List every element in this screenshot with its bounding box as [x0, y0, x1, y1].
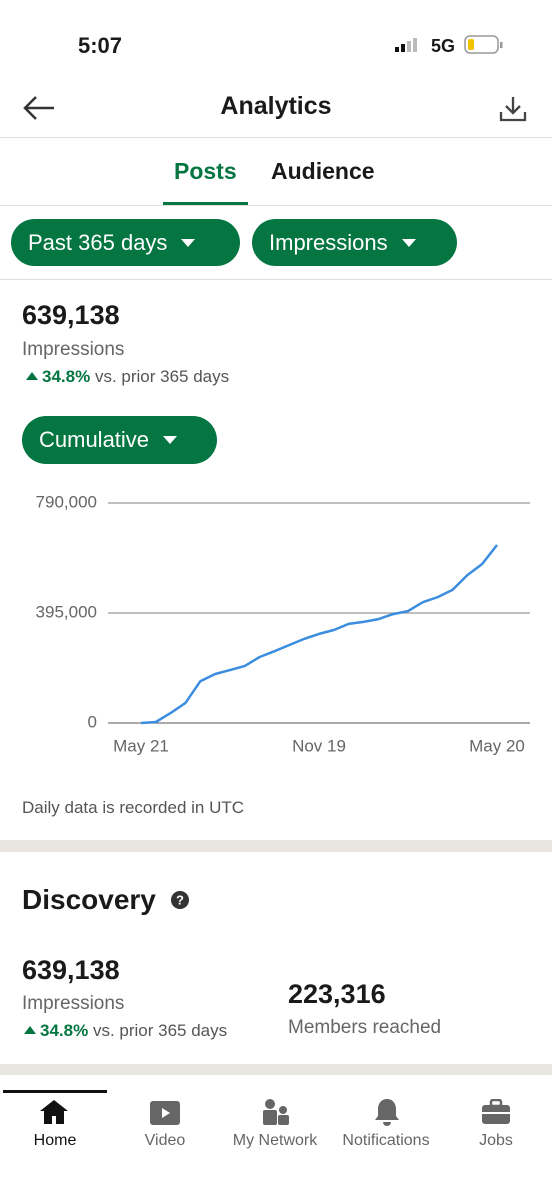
filter-label: Impressions: [269, 229, 388, 255]
divider: [0, 137, 552, 138]
download-button[interactable]: [498, 94, 528, 124]
mode-label: Cumulative: [39, 427, 150, 452]
chart: 0 395,000 790,000 May 21 Nov 19 May 20: [36, 492, 530, 755]
metric-label: Impressions: [22, 993, 125, 1014]
nav-item[interactable]: My Network: [232, 1132, 318, 1149]
page-title: Analytics: [220, 92, 332, 120]
section-title: Discovery: [22, 884, 156, 915]
nav-item[interactable]: Home: [33, 1132, 77, 1149]
section-divider: [0, 840, 552, 852]
line: [140, 544, 498, 725]
section-divider: [0, 1064, 552, 1075]
nav-item[interactable]: Notifications: [342, 1132, 430, 1149]
battery-icon: [464, 35, 503, 54]
x-tick-label: Nov 19: [292, 736, 346, 755]
nav-item[interactable]: Jobs: [479, 1132, 513, 1149]
metric-change: 34.8% vs. prior 365 days: [26, 367, 229, 387]
metric-change: 34.8% vs. prior 365 days: [24, 1021, 227, 1041]
help-icon[interactable]: ?: [170, 890, 190, 910]
metric-label: Members reached: [288, 1017, 442, 1038]
time: 5:07: [78, 33, 123, 58]
nav-item[interactable]: Video: [144, 1132, 186, 1149]
metric-label: Impressions: [22, 339, 125, 360]
divider: [0, 205, 552, 206]
network: 5G: [431, 36, 456, 56]
filter-pill[interactable]: Impressions: [252, 219, 457, 266]
y-tick-label: 790,000: [36, 492, 97, 511]
change-comparison: vs. prior 365 days: [94, 367, 230, 386]
network-icon: [263, 1099, 289, 1125]
y-tick-label: 0: [88, 712, 97, 731]
change-value: 34.8%: [40, 1021, 89, 1040]
signal-icon: [395, 38, 417, 52]
video-icon: [150, 1101, 180, 1125]
change-comparison: vs. prior 365 days: [92, 1021, 228, 1040]
home-icon: [40, 1100, 68, 1124]
nav-indicator: [3, 1090, 107, 1093]
x-tick-label: May 21: [113, 736, 169, 755]
tab-indicator: [163, 202, 248, 205]
svg-text:?: ?: [176, 892, 184, 907]
note: Daily data is recorded in UTC: [22, 798, 245, 817]
tab-active[interactable]: Posts: [174, 158, 237, 184]
change-value: 34.8%: [42, 367, 91, 386]
tab[interactable]: Audience: [271, 158, 375, 184]
metric-value: 639,138: [22, 300, 120, 330]
back-button[interactable]: [22, 94, 56, 122]
x-tick-label: May 20: [469, 736, 525, 755]
jobs-icon: [482, 1099, 510, 1124]
mode-pill[interactable]: Cumulative: [22, 416, 217, 464]
divider: [0, 279, 552, 280]
y-tick-label: 395,000: [36, 602, 97, 621]
metric-value: 639,138: [22, 955, 120, 985]
metric-value: 223,316: [288, 979, 386, 1009]
bell-icon: [375, 1099, 399, 1126]
filter-pill[interactable]: Past 365 days: [11, 219, 240, 266]
filter-label: Past 365 days: [28, 229, 168, 255]
